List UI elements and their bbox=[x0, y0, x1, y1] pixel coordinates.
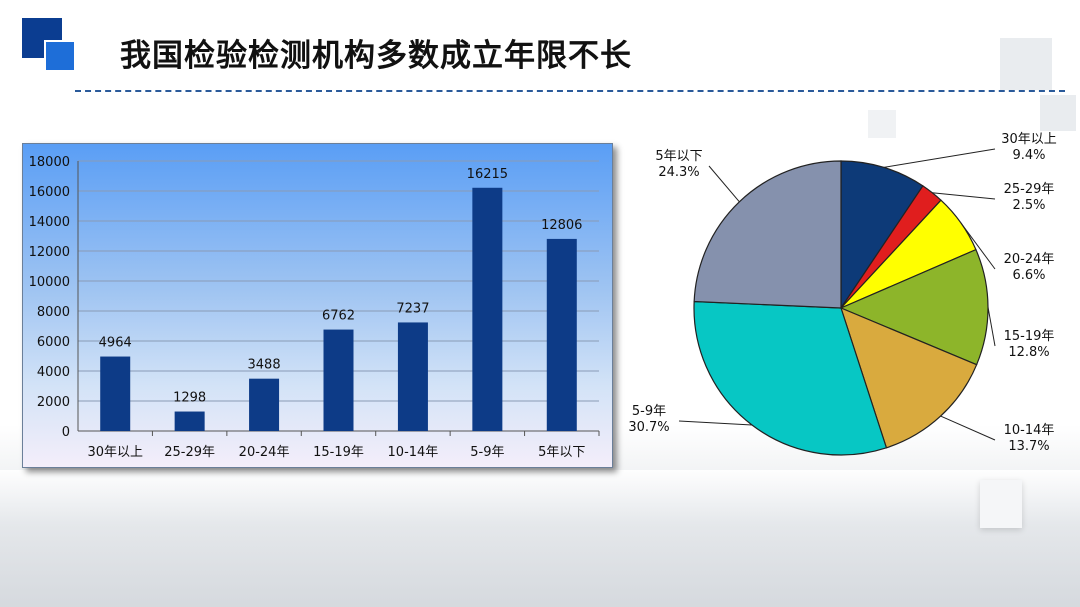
bar-value-label: 4964 bbox=[99, 336, 132, 351]
bar bbox=[100, 356, 131, 431]
pie-leader-line bbox=[960, 222, 996, 270]
x-tick-label: 5-9年 bbox=[470, 445, 504, 460]
y-tick-label: 18000 bbox=[29, 155, 70, 170]
pie-slice bbox=[693, 300, 888, 456]
x-tick-label: 25-29年 bbox=[164, 445, 215, 460]
bar bbox=[174, 411, 205, 431]
bar bbox=[249, 378, 280, 431]
decor-square bbox=[1040, 95, 1076, 131]
pie-slice bbox=[693, 160, 842, 309]
pie-percent-label: 13.7% bbox=[1008, 439, 1049, 454]
bar-value-label: 12806 bbox=[541, 218, 582, 233]
x-tick-label: 15-19年 bbox=[313, 445, 364, 460]
logo-square-light bbox=[44, 40, 76, 72]
x-tick-label: 5年以下 bbox=[538, 445, 585, 460]
y-tick-label: 2000 bbox=[37, 395, 70, 410]
bar-value-label: 7237 bbox=[396, 301, 429, 316]
pie-leader-line bbox=[940, 415, 996, 441]
pie-percent-label: 24.3% bbox=[658, 165, 699, 180]
pie-leader-line bbox=[678, 420, 753, 426]
pie-percent-label: 2.5% bbox=[1012, 198, 1045, 213]
bar-value-label: 6762 bbox=[322, 309, 355, 324]
pie-slice bbox=[840, 160, 924, 310]
decor-square bbox=[1000, 38, 1052, 90]
bar bbox=[472, 187, 503, 431]
pie-slice bbox=[839, 248, 989, 366]
y-tick-label: 14000 bbox=[29, 215, 70, 230]
y-tick-label: 10000 bbox=[29, 275, 70, 290]
pie-percent-label: 12.8% bbox=[1008, 345, 1049, 360]
y-tick-label: 4000 bbox=[37, 365, 70, 380]
y-tick-label: 6000 bbox=[37, 335, 70, 350]
bar-chart: 0 2000 4000 6000 8000 10000 12000 14000 16000 180… bbox=[29, 155, 600, 460]
x-tick-label: 30年以上 bbox=[87, 445, 143, 460]
x-tick-label: 20-24年 bbox=[239, 445, 290, 460]
y-tick-label: 0 bbox=[62, 425, 70, 440]
bar-value-label: 3488 bbox=[248, 358, 281, 373]
bar bbox=[397, 322, 428, 431]
pie-category-label: 15-19年 bbox=[1004, 329, 1055, 344]
y-tick-label: 16000 bbox=[29, 185, 70, 200]
x-tick-label: 10-14年 bbox=[388, 445, 439, 460]
y-tick-label: 8000 bbox=[37, 305, 70, 320]
decor-square bbox=[868, 110, 896, 138]
bar-chart-panel: 0 2000 4000 6000 8000 10000 12000 14000 16000 180… bbox=[22, 143, 613, 468]
page-title: 我国检验检测机构多数成立年限不长 bbox=[120, 38, 632, 74]
pie-leader-line bbox=[883, 148, 996, 168]
pie-leader-line bbox=[987, 306, 996, 347]
pie-category-label: 30年以上 bbox=[1001, 132, 1057, 147]
pie-percent-label: 9.4% bbox=[1012, 148, 1045, 163]
bar bbox=[323, 329, 354, 431]
bar-value-label: 16215 bbox=[467, 167, 508, 182]
pie-percent-label: 6.6% bbox=[1012, 268, 1045, 283]
pie-slice bbox=[840, 306, 978, 449]
bar-value-label: 1298 bbox=[173, 391, 206, 406]
title-divider bbox=[75, 90, 1065, 92]
background-floor bbox=[0, 470, 1080, 607]
pie-category-label: 5-9年 bbox=[632, 404, 666, 419]
pie-leader-line bbox=[708, 165, 740, 203]
bar bbox=[546, 238, 577, 431]
pie-category-label: 20-24年 bbox=[1004, 252, 1055, 267]
pie-category-label: 10-14年 bbox=[1004, 423, 1055, 438]
pie-category-label: 25-29年 bbox=[1004, 182, 1055, 197]
y-tick-label: 12000 bbox=[29, 245, 70, 260]
pie-percent-label: 30.7% bbox=[628, 420, 669, 435]
pie-leader-line bbox=[932, 192, 996, 200]
decor-cube bbox=[980, 480, 1022, 528]
pie-category-label: 5年以下 bbox=[655, 149, 702, 164]
